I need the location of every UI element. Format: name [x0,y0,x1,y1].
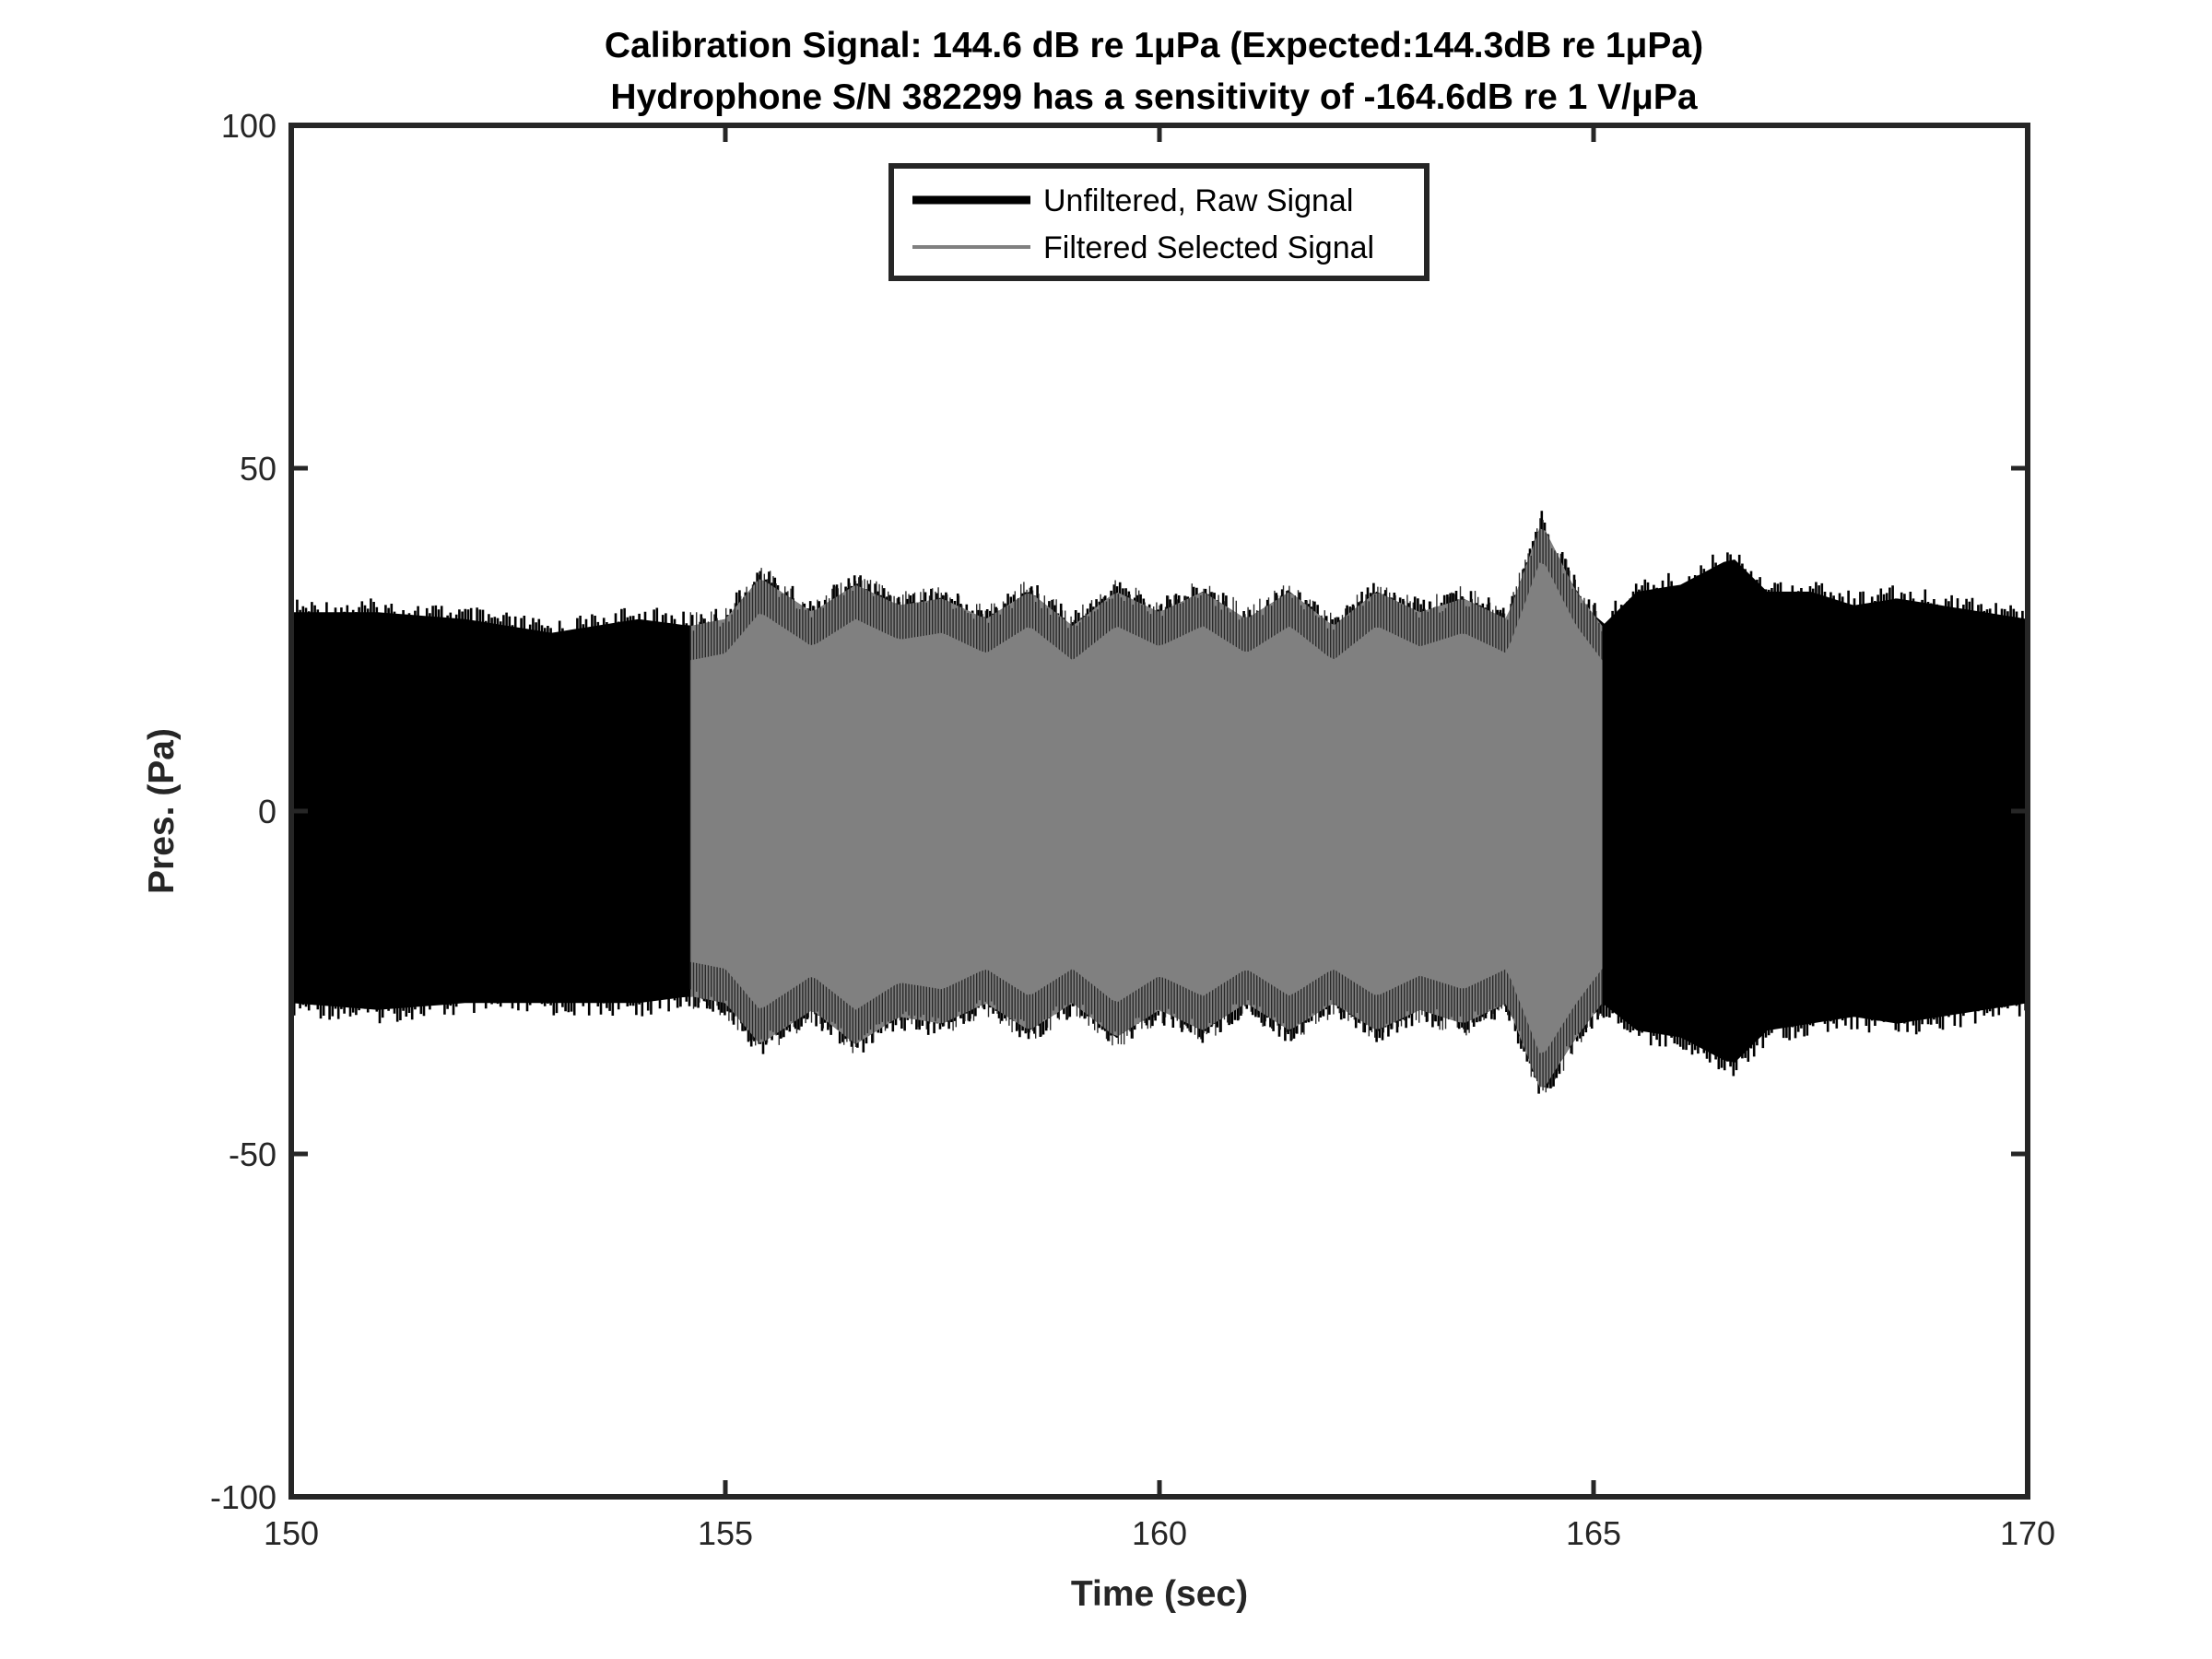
x-tick-label: 170 [2000,1514,2055,1552]
legend-label-raw: Unfiltered, Raw Signal [1043,183,1353,218]
series-filtered-signal [689,518,1603,1093]
tick-layer: 150 155 160 165 170 -100 -50 0 50 100 [210,107,2055,1552]
x-tick-label: 160 [1132,1514,1187,1552]
series-layer [291,511,2028,1094]
x-axis-label: Time (sec) [1071,1574,1248,1614]
y-axis-label: Pres. (Pa) [142,728,182,894]
y-tick-label: 100 [221,107,276,145]
y-tick-label: 0 [258,793,276,830]
y-tick-label: 50 [240,450,276,488]
x-tick-label: 165 [1566,1514,1621,1552]
x-tick-label: 150 [264,1514,319,1552]
legend: Unfiltered, Raw Signal Filtered Selected… [888,163,1430,281]
series-inner-fill [690,562,1603,1053]
x-tick-label: 155 [698,1514,753,1552]
y-tick-label: -100 [210,1478,276,1516]
y-tick-label: -50 [229,1135,276,1173]
chart-subtitle: Hydrophone S/N 382299 has a sensitivity … [610,77,1697,117]
chart-title: Calibration Signal: 144.6 dB re 1μPa (Ex… [605,26,1703,65]
legend-label-filtered: Filtered Selected Signal [1043,230,1374,265]
legend-box [888,163,1430,281]
